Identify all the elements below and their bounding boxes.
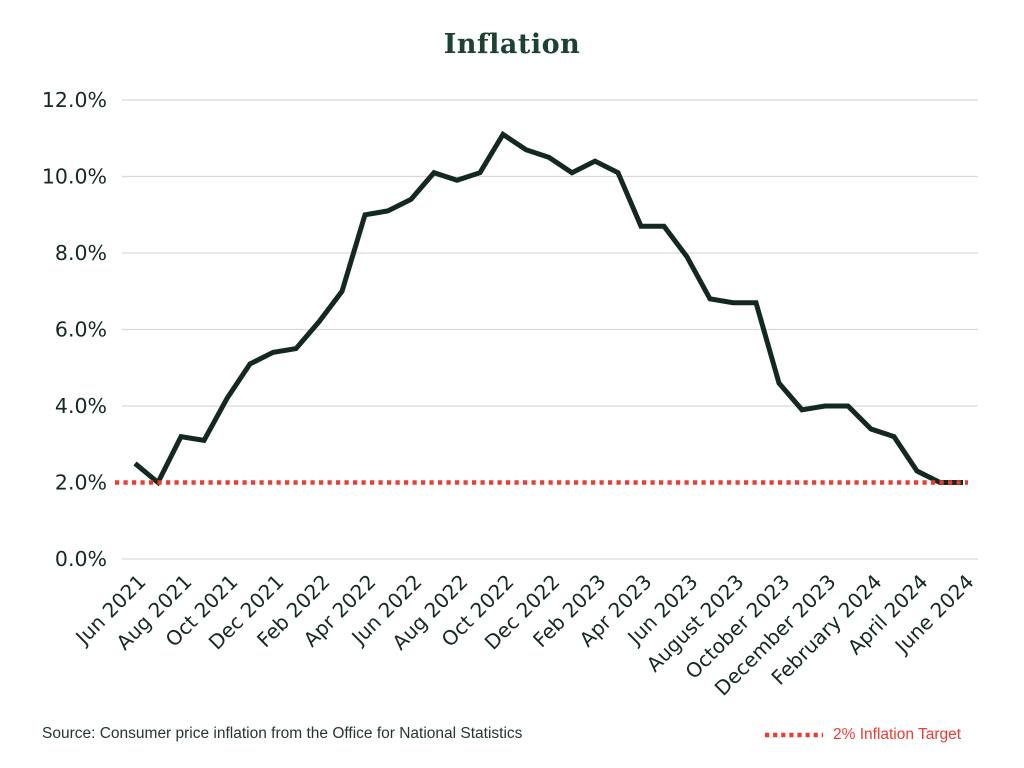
y-tick-label: 10.0% [42,165,107,189]
y-tick-label: 8.0% [55,241,107,265]
legend-label: 2% Inflation Target [833,726,962,743]
target-line-swatch-icon [765,732,823,738]
chart-title: Inflation [443,29,581,60]
y-tick-label: 6.0% [55,318,107,342]
legend: 2% Inflation Target [763,726,961,744]
y-tick-label: 2.0% [55,471,107,495]
y-tick-label: 4.0% [55,394,107,418]
inflation-series-line [133,130,963,487]
y-tick-label: 12.0% [42,88,107,112]
y-tick-label: 0.0% [55,547,107,571]
source-note: Source: Consumer price inflation from th… [42,725,523,742]
